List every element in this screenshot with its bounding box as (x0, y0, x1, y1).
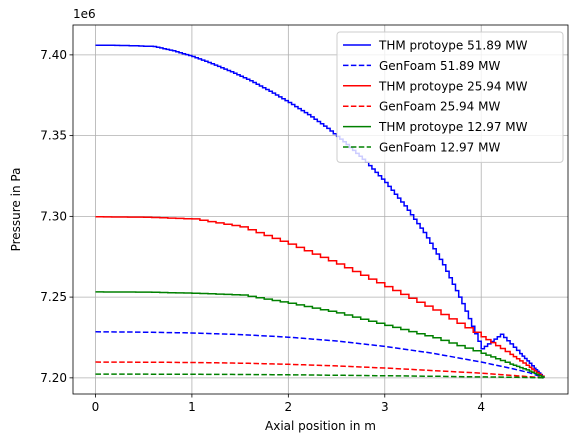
y-axis: 7.20 7.25 7.30 7.35 7.40 (40, 48, 73, 385)
series-line-2 (95, 216, 545, 378)
y-tick-label: 7.30 (40, 209, 67, 223)
x-tick-label: 1 (188, 400, 196, 414)
plot-frame (72, 24, 569, 395)
legend-box (336, 31, 564, 163)
y-tick-label: 7.40 (40, 48, 67, 62)
series-line-1 (95, 331, 545, 379)
y-axis-label: Pressure in Pa (9, 168, 23, 252)
x-tick-label: 4 (477, 400, 485, 414)
series-line-3 (95, 361, 544, 379)
legend-label: THM protoype 12.97 MW (378, 120, 528, 134)
x-tick-label: 2 (285, 400, 293, 414)
series-line-4 (95, 291, 545, 378)
x-tick-label: 3 (381, 400, 389, 414)
series-line-5 (95, 373, 544, 379)
legend-label: GenFoam 25.94 MW (379, 100, 500, 114)
legend-label: THM protoype 51.89 MW (378, 39, 528, 53)
y-tick-label: 7.20 (40, 371, 67, 385)
plot-lines (95, 44, 545, 379)
legend-label: THM protoype 25.94 MW (378, 79, 528, 93)
y-tick-label: 7.25 (40, 290, 67, 304)
legend-label: GenFoam 12.97 MW (379, 141, 500, 155)
x-axis: 0 1 2 3 4 (92, 394, 485, 414)
legend: THM protoype 51.89 MW GenFoam 51.89 MW THM… (336, 31, 564, 163)
y-tick-label: 7.35 (40, 129, 67, 143)
y-offset-label: 1e6 (73, 7, 96, 21)
legend-label: GenFoam 51.89 MW (379, 59, 500, 73)
x-tick-label: 0 (92, 400, 100, 414)
x-axis-label: Axial position in m (265, 419, 376, 433)
